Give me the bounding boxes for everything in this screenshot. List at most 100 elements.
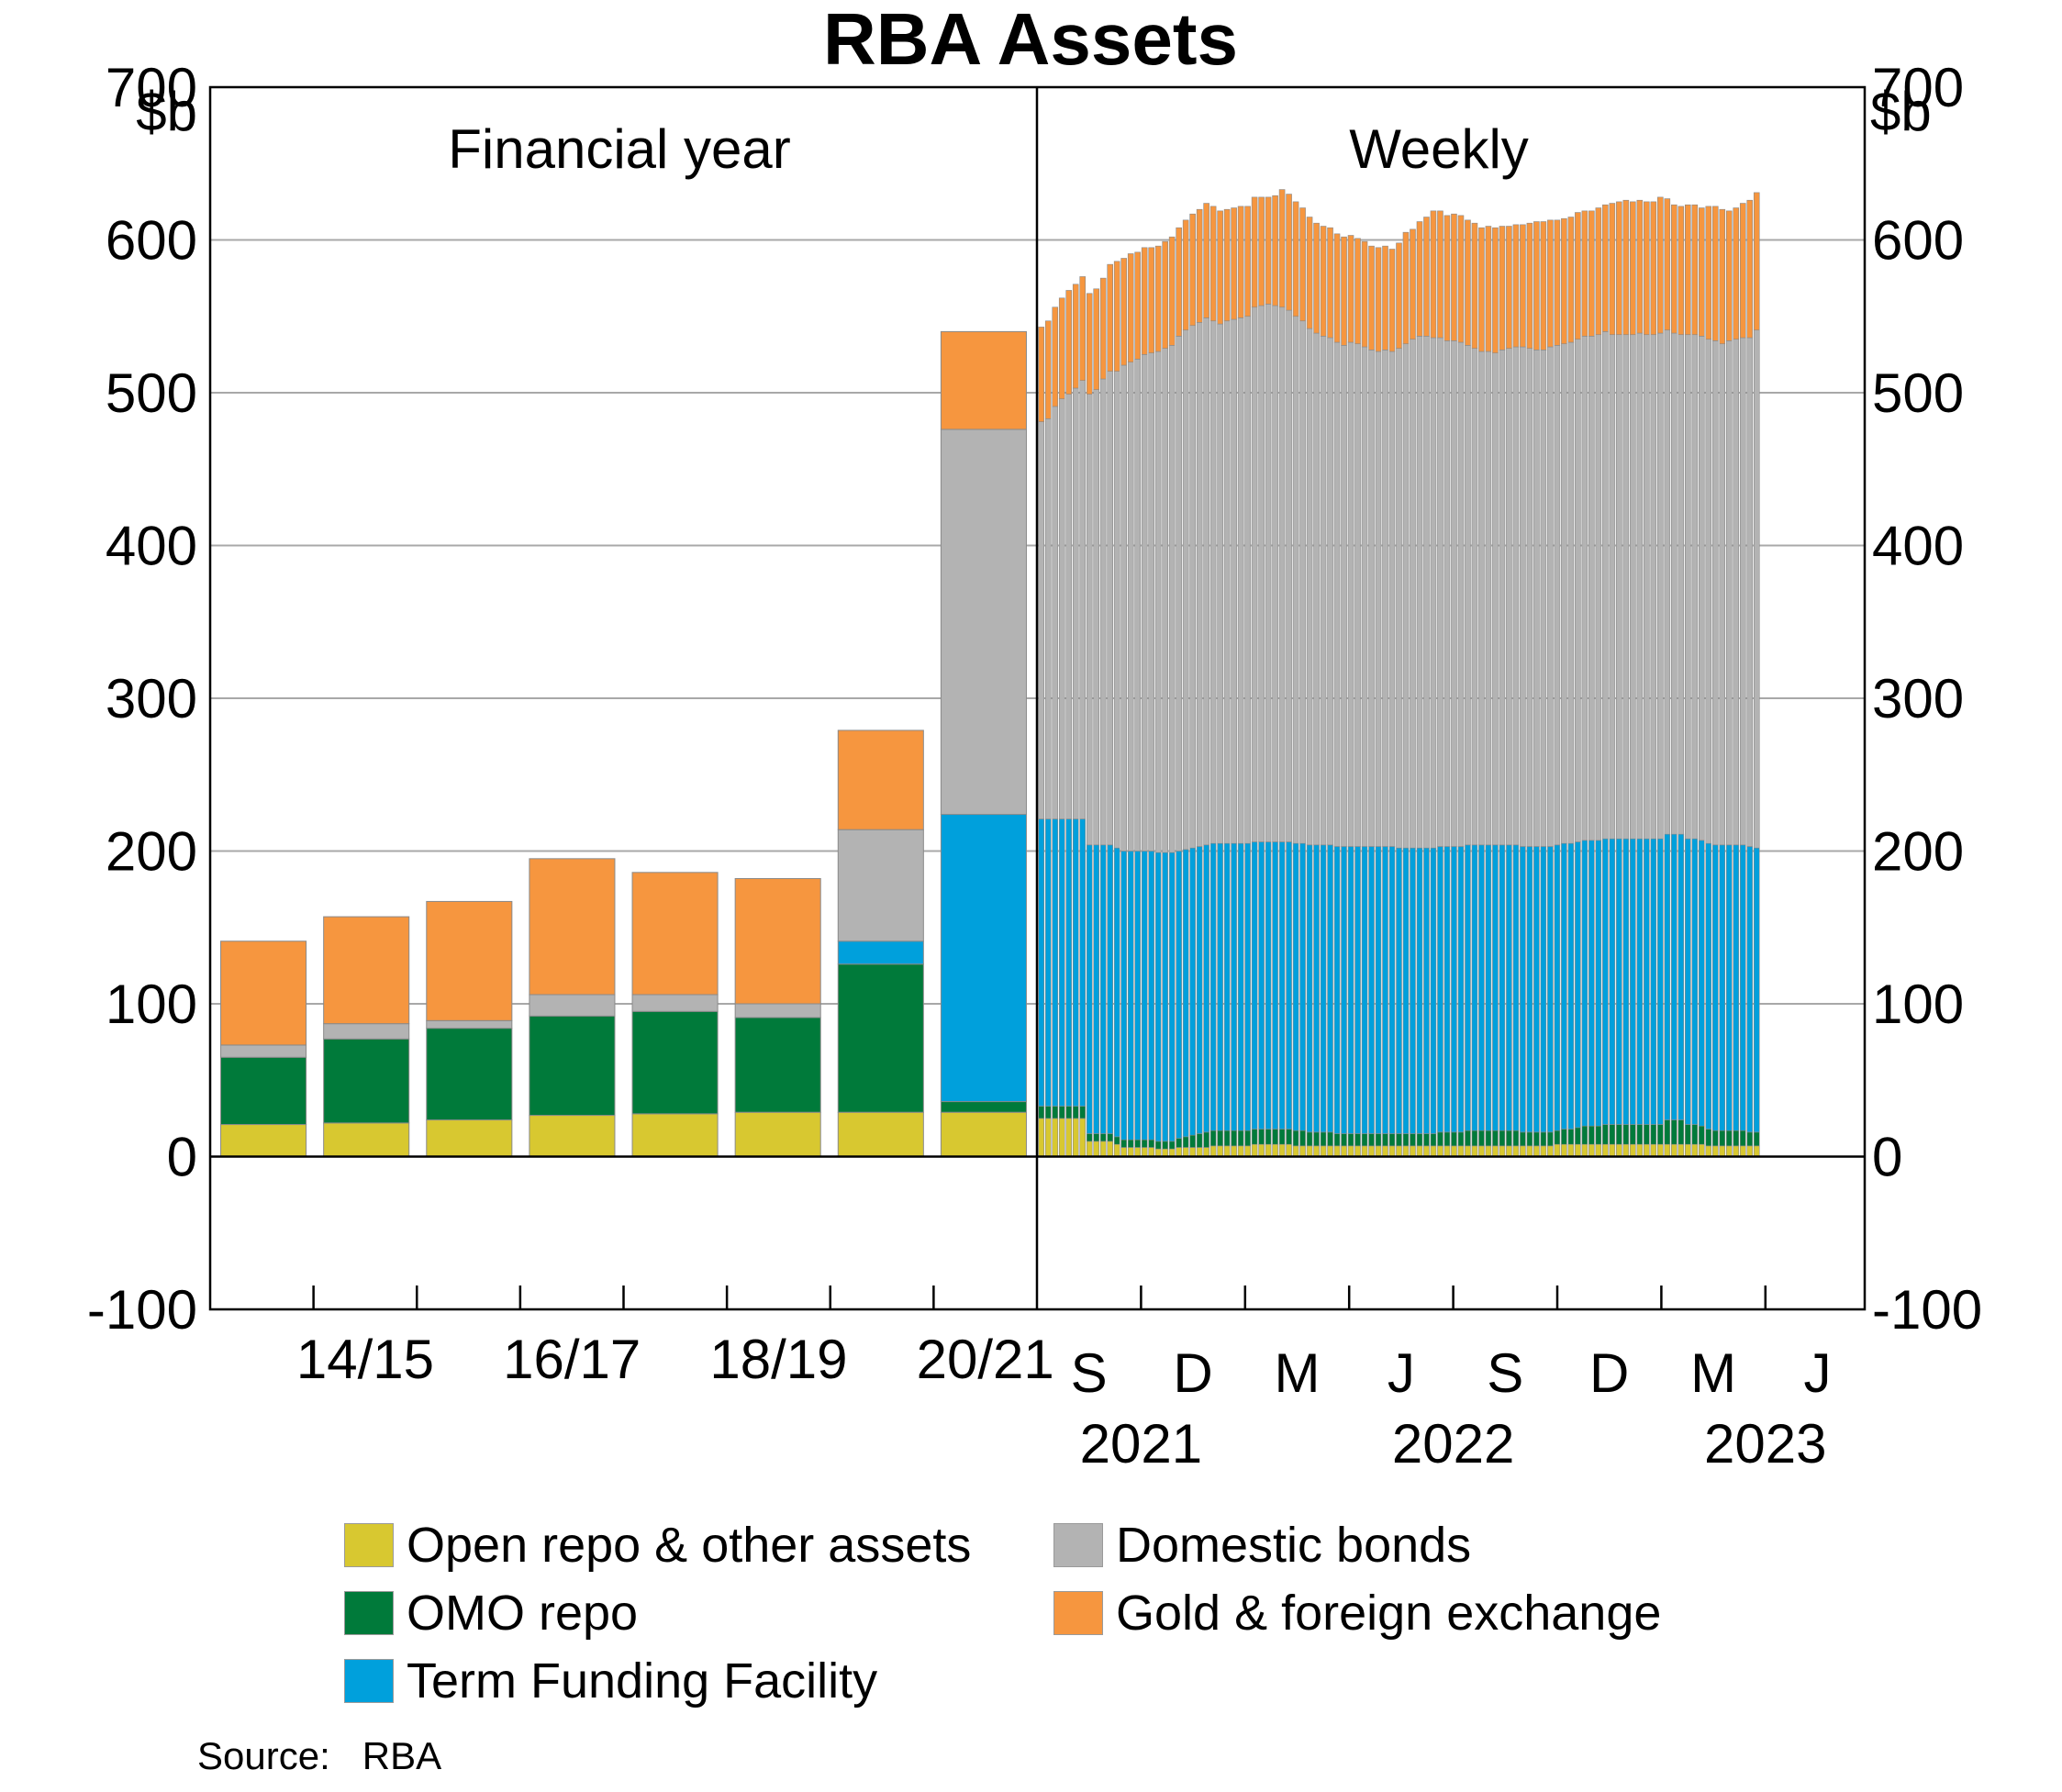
bar-segment: [1189, 213, 1196, 327]
bar-segment: [1609, 203, 1616, 336]
bar-segment: [1244, 1130, 1251, 1147]
bar-segment: [1554, 219, 1561, 346]
bar-segment: [1410, 847, 1416, 1134]
bar-segment: [529, 994, 616, 1017]
y-tick-label-right: 600: [1872, 210, 1964, 272]
bar-segment: [1272, 841, 1278, 1130]
bar-segment: [1258, 1129, 1265, 1145]
bar-segment: [1162, 240, 1168, 350]
bar-segment: [1196, 846, 1203, 1134]
bar-segment: [1162, 1141, 1168, 1150]
left-unit-label: $b: [136, 81, 197, 142]
bar-segment: [1657, 196, 1664, 334]
bar-segment: [1547, 846, 1554, 1133]
bar-segment: [1520, 1145, 1526, 1157]
bar-segment: [220, 941, 307, 1046]
bar-segment: [1265, 1143, 1272, 1157]
bar-segment: [1540, 1145, 1547, 1157]
bar-segment: [1567, 1143, 1575, 1157]
bar-segment: [1134, 1147, 1141, 1157]
bar-segment: [1636, 1124, 1644, 1145]
bar-segment: [1711, 340, 1719, 846]
bar-segment: [1588, 210, 1595, 337]
bar-segment: [1506, 844, 1512, 1131]
bar-segment: [1671, 332, 1677, 835]
bar-segment: [1154, 245, 1162, 352]
bar-segment: [1368, 350, 1375, 847]
source-note: Source: RBA: [197, 1734, 442, 1777]
bar-segment: [1052, 818, 1059, 1107]
bar-segment: [1299, 207, 1306, 322]
bar-segment: [1382, 245, 1388, 351]
bar-segment: [1725, 844, 1733, 1131]
bar-segment: [1567, 842, 1575, 1130]
bar-segment: [1237, 1145, 1244, 1157]
bar-segment: [1251, 1129, 1258, 1145]
bar-segment: [1141, 1147, 1148, 1157]
bar-segment: [1107, 1133, 1113, 1142]
y-tick-label-left: 200: [106, 821, 197, 883]
bar-segment: [1753, 1145, 1760, 1157]
legend-swatch: [344, 1659, 394, 1703]
bar-segment: [1176, 1138, 1182, 1148]
legend-label: Domestic bonds: [1116, 1518, 1472, 1573]
bar-segment: [1327, 844, 1333, 1133]
bar-segment: [1244, 1145, 1251, 1157]
bar-segment: [1561, 1143, 1567, 1157]
bar-segment: [1382, 846, 1388, 1134]
x-year-label: 2021: [1080, 1413, 1202, 1475]
bar-segment: [1423, 1145, 1430, 1157]
bar-segment: [1471, 1145, 1478, 1157]
bar-segment: [1168, 851, 1176, 1142]
x-month-label: S: [1071, 1342, 1108, 1404]
bar-segment: [1299, 320, 1306, 844]
bar-segment: [1099, 277, 1107, 380]
bar-segment: [1196, 322, 1203, 847]
bar-segment: [1375, 1133, 1382, 1147]
bar-segment: [1113, 371, 1120, 849]
bar-segment: [1423, 847, 1430, 1134]
bar-segment: [1547, 1145, 1554, 1157]
bar-segment: [1739, 337, 1746, 846]
y-tick-label-right: 0: [1872, 1127, 1902, 1188]
x-month-label: D: [1173, 1342, 1212, 1404]
bar-segment: [1430, 337, 1437, 849]
bar-segment: [1396, 1145, 1402, 1157]
bar-segment: [1457, 215, 1465, 343]
axes: [208, 85, 1867, 1311]
bar-segment: [1671, 1119, 1677, 1145]
bar-segment: [1354, 238, 1361, 345]
bar-segment: [1038, 327, 1045, 422]
bar-segment: [1223, 1130, 1231, 1147]
bar-segment: [1691, 1143, 1699, 1157]
bar-segment: [1223, 1145, 1231, 1157]
bar-segment: [1506, 1145, 1512, 1157]
bar-segment: [1044, 418, 1052, 819]
bar-segment: [631, 872, 719, 996]
y-tick-label-right: 100: [1872, 974, 1964, 1035]
bar-segment: [1725, 1130, 1733, 1147]
bar-segment: [1354, 343, 1361, 847]
chart-title: RBA Assets: [823, 0, 1238, 80]
bar-segment: [1079, 380, 1087, 819]
bar-segment: [1733, 207, 1740, 340]
bar-segment: [1361, 346, 1368, 847]
bar-segment: [1622, 199, 1630, 336]
bar-segment: [1113, 847, 1120, 1138]
bar-segment: [1575, 841, 1581, 1129]
bar-segment: [1540, 350, 1547, 847]
bar-segment: [1223, 320, 1231, 844]
bar-segment: [1443, 1131, 1451, 1147]
x-month-label: D: [1589, 1342, 1629, 1404]
bar-segment: [1292, 1145, 1299, 1157]
bar-segment: [1313, 222, 1320, 334]
bar-segment: [1176, 336, 1182, 851]
bar-segment: [1154, 351, 1162, 853]
bar-segment: [1396, 1133, 1402, 1147]
bar-segment: [1038, 818, 1045, 1107]
bar-segment: [1217, 1145, 1223, 1157]
bar-segment: [1602, 1143, 1609, 1157]
bar-segment: [1375, 247, 1382, 352]
bar-segment: [1650, 1143, 1657, 1157]
y-tick-label-left: -100: [87, 1279, 197, 1341]
